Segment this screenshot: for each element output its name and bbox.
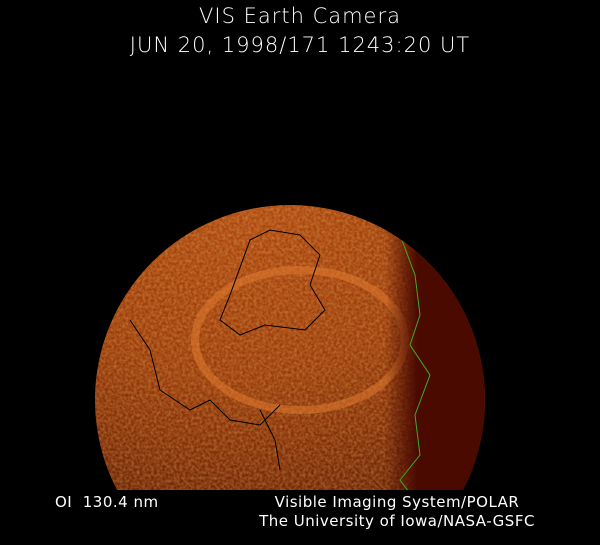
texture bbox=[95, 205, 485, 490]
filter-wavelength: OI 130.4 nm bbox=[55, 493, 159, 511]
observation-datetime: JUN 20, 1998/171 1243:20 UT bbox=[129, 33, 471, 57]
instrument-credit: Visible Imaging System/POLAR bbox=[274, 493, 520, 511]
image-title: VIS Earth Camera bbox=[199, 4, 401, 28]
nightside bbox=[385, 205, 485, 490]
coastline-night bbox=[399, 234, 431, 501]
coastline bbox=[129, 319, 281, 471]
organization-credit: The University of Iowa/NASA-GSFC bbox=[259, 512, 535, 530]
coastline bbox=[219, 229, 326, 336]
